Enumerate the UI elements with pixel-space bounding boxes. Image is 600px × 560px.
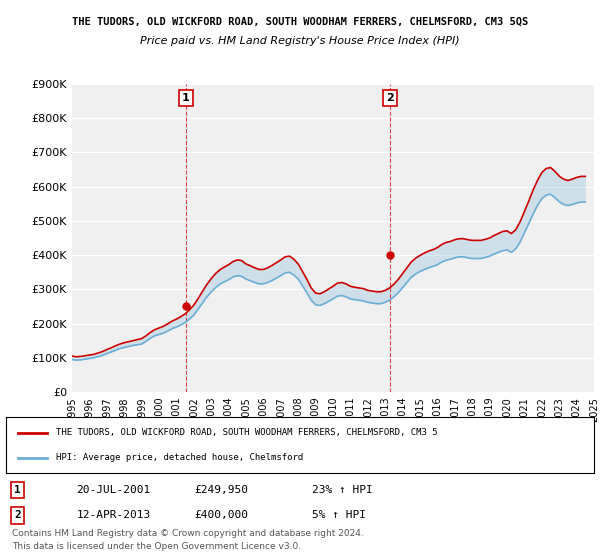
Text: Price paid vs. HM Land Registry's House Price Index (HPI): Price paid vs. HM Land Registry's House …	[140, 36, 460, 46]
Text: THE TUDORS, OLD WICKFORD ROAD, SOUTH WOODHAM FERRERS, CHELMSFORD, CM3 5: THE TUDORS, OLD WICKFORD ROAD, SOUTH WOO…	[56, 428, 437, 437]
Text: 5% ↑ HPI: 5% ↑ HPI	[312, 510, 366, 520]
Text: 20-JUL-2001: 20-JUL-2001	[77, 485, 151, 495]
Text: THE TUDORS, OLD WICKFORD ROAD, SOUTH WOODHAM FERRERS, CHELMSFORD, CM3 5QS: THE TUDORS, OLD WICKFORD ROAD, SOUTH WOO…	[72, 17, 528, 27]
Text: 2: 2	[386, 93, 394, 103]
Text: £400,000: £400,000	[194, 510, 248, 520]
Text: £249,950: £249,950	[194, 485, 248, 495]
Text: 1: 1	[14, 485, 21, 495]
Text: HPI: Average price, detached house, Chelmsford: HPI: Average price, detached house, Chel…	[56, 453, 303, 462]
Text: 23% ↑ HPI: 23% ↑ HPI	[312, 485, 373, 495]
Text: 1: 1	[182, 93, 190, 103]
Text: 12-APR-2013: 12-APR-2013	[77, 510, 151, 520]
Text: 2: 2	[14, 510, 21, 520]
Text: This data is licensed under the Open Government Licence v3.0.: This data is licensed under the Open Gov…	[12, 542, 301, 551]
Text: Contains HM Land Registry data © Crown copyright and database right 2024.: Contains HM Land Registry data © Crown c…	[12, 529, 364, 538]
